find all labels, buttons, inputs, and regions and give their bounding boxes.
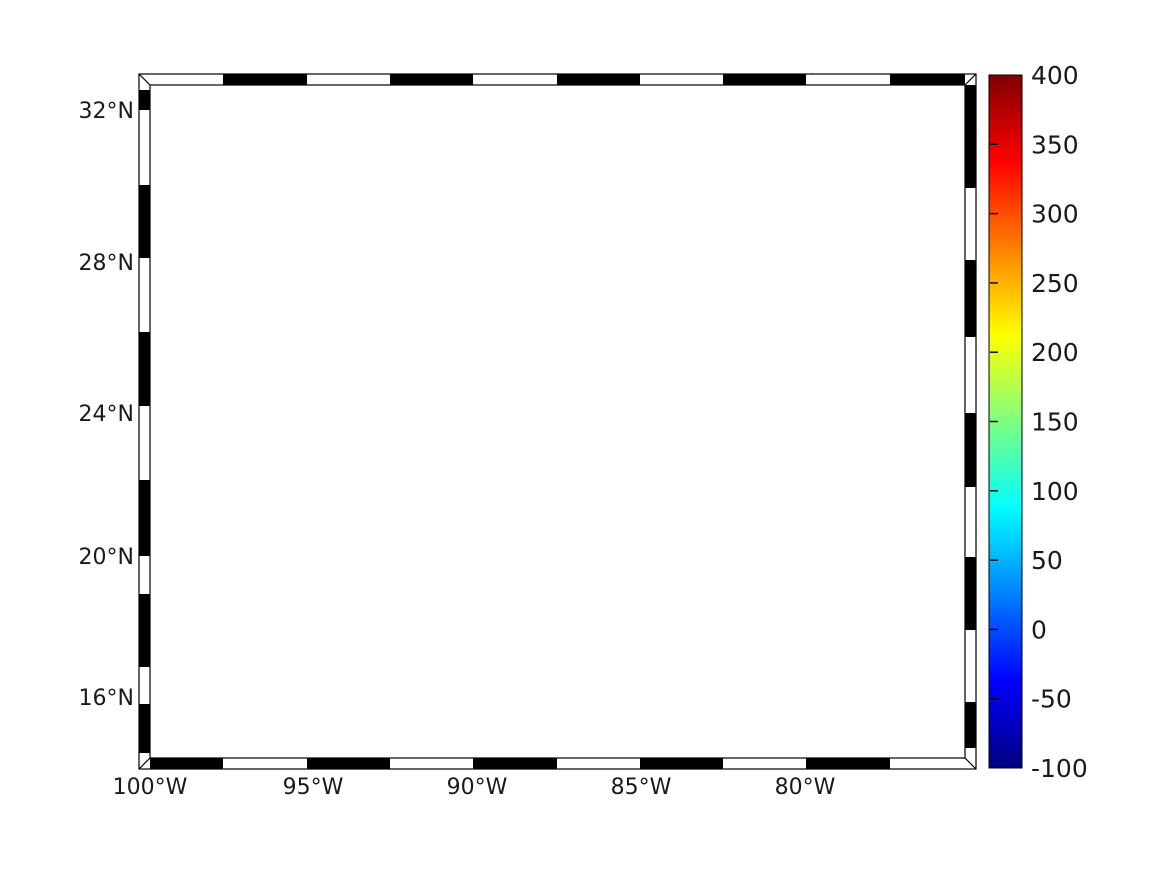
colorbar-tick-label: 350 — [1031, 130, 1079, 159]
frame-corner-bevel — [964, 73, 977, 86]
frame-inner-line — [149, 84, 966, 759]
colorbar-tick-label: -100 — [1031, 754, 1088, 783]
lat-tick-label: 28°N — [79, 251, 134, 276]
frame-corner-bevel — [964, 757, 977, 770]
colorbar-tick-label: 0 — [1031, 615, 1047, 644]
lon-tick-label: 95°W — [283, 775, 344, 800]
frame-segment — [139, 480, 150, 556]
lon-tick-label: 85°W — [611, 775, 672, 800]
colorbar-tick-label: 300 — [1031, 200, 1079, 229]
frame-segment — [965, 260, 976, 337]
frame-segment — [806, 758, 890, 769]
frame-outer-line — [138, 73, 977, 770]
colorbar-tick-label: -50 — [1031, 685, 1072, 714]
frame-segment — [139, 594, 150, 667]
colorbar-tick-label: 250 — [1031, 269, 1079, 298]
frame-segment — [965, 85, 976, 188]
lat-tick-label: 20°N — [79, 545, 134, 570]
map-frame — [138, 73, 977, 770]
frame-segment — [965, 413, 976, 487]
lat-tick-label: 24°N — [79, 402, 134, 427]
colorbar-tick-label: 200 — [1031, 338, 1079, 367]
colorbar-tick-label: 100 — [1031, 477, 1079, 506]
frame-segment — [557, 74, 640, 85]
lon-tick-label: 80°W — [775, 775, 836, 800]
frame-corner-bevel — [138, 757, 151, 770]
axis-labels: 32°N 28°N 24°N 20°N 16°N 100°W 95°W 90°W 85°W 80°… — [79, 99, 836, 800]
frame-segment — [965, 702, 976, 748]
frame-segment — [890, 74, 965, 85]
colorbar: 400 350 300 250 200 150 100 50 0 -50 -100 — [988, 61, 1088, 783]
frame-segment — [223, 74, 307, 85]
lon-tick-label: 100°W — [113, 775, 188, 800]
frame-segment — [150, 758, 223, 769]
frame-segment — [139, 90, 150, 110]
frame-segment — [139, 332, 150, 406]
frame-segment — [473, 758, 557, 769]
frame-corner-bevel — [138, 73, 151, 86]
frame-segment — [723, 74, 806, 85]
frame-band-bg — [139, 74, 976, 769]
lon-tick-label: 90°W — [447, 775, 508, 800]
frame-segment — [390, 74, 473, 85]
frame-segment — [965, 557, 976, 630]
frame-segment — [139, 704, 150, 753]
frame-segment — [139, 185, 150, 258]
frame-segment — [307, 758, 390, 769]
colorbar-tick-label: 150 — [1031, 408, 1079, 437]
frame-segment — [640, 758, 723, 769]
lat-tick-label: 16°N — [79, 686, 134, 711]
colorbar-tick-label: 400 — [1031, 61, 1079, 90]
colorbar-tick-label: 50 — [1031, 546, 1063, 575]
lat-tick-label: 32°N — [79, 99, 134, 124]
